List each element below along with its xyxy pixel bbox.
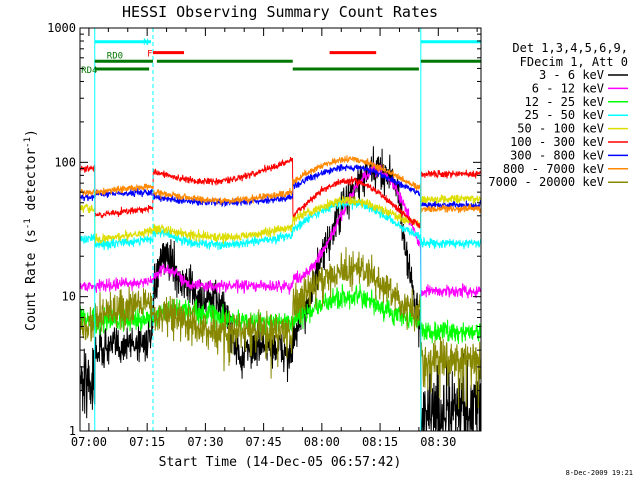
series-line-2	[80, 162, 481, 299]
legend-header-line-1: Det 1,3,4,5,6,9,	[512, 41, 628, 55]
series-line-4	[80, 198, 481, 251]
x-tick-label: 07:15	[129, 435, 165, 449]
legend-label-4: 25 - 50 keV	[525, 108, 604, 122]
chart-title: HESSI Observing Summary Count Rates	[122, 3, 438, 21]
legend-label-9: 7000 - 20000 keV	[488, 175, 604, 189]
series-line-9	[80, 247, 481, 410]
legend-label-1: 3 - 6 keV	[539, 68, 604, 82]
plot-area: NF RD0 RD4 07:00 07:15 07:30 07:45 08:00 08:15 08…	[47, 21, 482, 449]
y-tick-label: 10	[62, 290, 76, 304]
y-axis-label-main: Count Rate (s	[24, 229, 39, 331]
y-axis-label-mid: detector	[24, 148, 39, 219]
legend-header-line-2: FDecim 1, Att 0	[520, 55, 628, 69]
y-axis-label-sup2: -1	[23, 137, 33, 148]
legend-label-6: 100 - 300 keV	[510, 135, 604, 149]
series-line-7	[80, 164, 481, 210]
x-tick-label: 08:15	[362, 435, 398, 449]
legend-label-7: 300 - 800 keV	[510, 148, 604, 162]
x-tick-label: 07:30	[187, 435, 223, 449]
x-tick-label: 07:00	[71, 435, 107, 449]
legend-label-5: 50 - 100 keV	[517, 122, 604, 136]
x-tick-label: 08:00	[304, 435, 340, 449]
series-line-8	[80, 155, 481, 214]
legend-label-3: 12 - 25 keV	[525, 95, 604, 109]
legend: Det 1,3,4,5,6,9, FDecim 1, Att 0 3 - 6 k…	[488, 41, 628, 189]
y-axis-label: Count Rate (s-1 detector-1)	[23, 129, 39, 331]
series-line-5	[80, 194, 481, 245]
x-tick-label: 08:30	[420, 435, 456, 449]
y-tick-label: 100	[54, 155, 76, 169]
legend-label-2: 6 - 12 keV	[532, 81, 604, 95]
series-line-6	[80, 156, 481, 229]
y-tick-label: 1	[69, 424, 76, 438]
flag-label-f: F	[147, 50, 152, 60]
flag-label-rd4: RD4	[81, 66, 97, 76]
flag-label-n: N	[143, 38, 148, 48]
x-axis-label: Start Time (14-Dec-05 06:57:42)	[159, 455, 402, 470]
flag-label-rd0: RD0	[107, 51, 123, 61]
y-axis-label-end: )	[24, 129, 39, 137]
x-tick-label: 07:45	[246, 435, 282, 449]
y-tick-label: 1000	[47, 21, 76, 35]
plot-frame	[79, 27, 482, 432]
y-axis-label-sup1: -1	[23, 218, 33, 229]
footer-date: 8-Dec-2009 19:21	[566, 469, 633, 477]
legend-label-8: 800 - 7000 keV	[503, 162, 604, 176]
